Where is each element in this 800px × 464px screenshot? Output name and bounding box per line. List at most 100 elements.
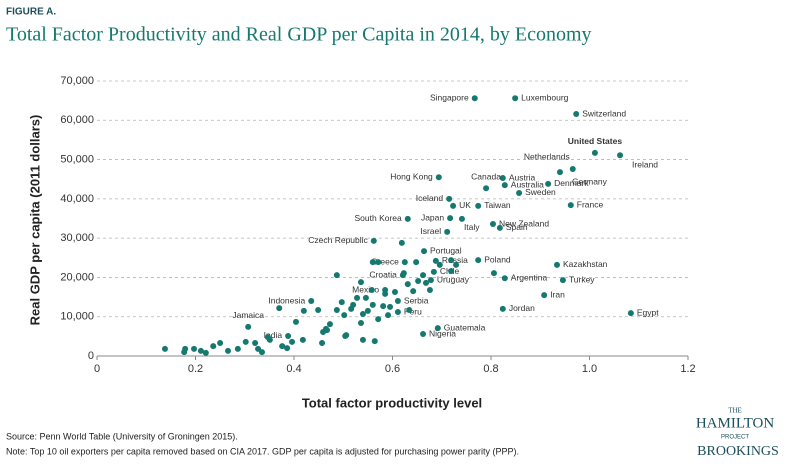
point xyxy=(516,190,522,196)
point-label: Kazakhstan xyxy=(563,259,608,269)
point-label: South Korea xyxy=(355,213,403,223)
point xyxy=(447,215,453,221)
point xyxy=(410,288,416,294)
figure-label: FIGURE A. xyxy=(6,7,56,18)
y-tick-label: 70,000 xyxy=(60,75,94,87)
point xyxy=(371,238,377,244)
point xyxy=(255,346,261,352)
point-label: Canada xyxy=(471,172,501,182)
point xyxy=(560,277,566,283)
x-tick-label: 0.8 xyxy=(483,363,498,375)
point-label: Poland xyxy=(484,254,511,264)
point xyxy=(210,343,216,349)
point xyxy=(300,337,306,343)
point xyxy=(370,259,376,265)
point xyxy=(491,270,497,276)
point xyxy=(162,346,168,352)
point xyxy=(421,248,427,254)
point xyxy=(413,259,419,265)
point-label: Jamaica xyxy=(232,310,264,320)
point xyxy=(415,278,421,284)
point xyxy=(339,299,345,305)
point-label: Uruguay xyxy=(437,274,470,284)
point xyxy=(319,340,325,346)
y-tick-label: 10,000 xyxy=(60,311,94,323)
point xyxy=(541,292,547,298)
point xyxy=(284,345,290,351)
point xyxy=(363,295,369,301)
point xyxy=(450,203,456,209)
point xyxy=(406,307,412,313)
point-label: Luxembourg xyxy=(521,93,569,103)
point xyxy=(308,298,314,304)
y-tick-label: 0 xyxy=(88,350,94,362)
brand-hamilton: HAMILTON xyxy=(696,415,775,431)
point-label: Argentina xyxy=(511,272,548,282)
y-tick-label: 30,000 xyxy=(60,232,94,244)
x-tick-label: 0.6 xyxy=(385,363,400,375)
y-tick-label: 60,000 xyxy=(60,114,94,126)
point xyxy=(436,174,442,180)
point xyxy=(245,324,251,330)
point xyxy=(382,291,388,297)
point-label: United States xyxy=(568,136,623,146)
point-label: Czech Republic xyxy=(308,235,368,245)
point xyxy=(181,349,187,355)
point xyxy=(399,240,405,246)
point-label: Indonesia xyxy=(268,295,305,305)
point xyxy=(554,262,560,268)
point xyxy=(448,257,454,263)
point xyxy=(570,166,576,172)
point xyxy=(365,308,371,314)
point xyxy=(497,225,503,231)
point xyxy=(459,216,465,222)
point xyxy=(360,311,366,317)
point xyxy=(446,196,452,202)
point xyxy=(243,339,249,345)
brand-the: THE xyxy=(728,407,742,415)
point xyxy=(453,262,459,268)
point xyxy=(617,152,623,158)
point xyxy=(427,287,433,293)
x-axis-label: Total factor productivity level xyxy=(302,395,482,410)
point xyxy=(354,295,360,301)
point xyxy=(557,169,563,175)
point-label: Denmark xyxy=(554,178,589,188)
point xyxy=(315,307,321,313)
point xyxy=(573,111,579,117)
point-label: Serbia xyxy=(404,295,429,305)
point-label: Ireland xyxy=(632,160,658,170)
point xyxy=(500,306,506,312)
point xyxy=(387,304,393,310)
point xyxy=(369,287,375,293)
point xyxy=(375,316,381,322)
point-label: Italy xyxy=(464,222,480,232)
point xyxy=(420,272,426,278)
point-label: Singapore xyxy=(430,93,469,103)
point-label: Taiwan xyxy=(484,200,511,210)
point xyxy=(472,95,478,101)
x-tick-label: 0 xyxy=(94,363,100,375)
point xyxy=(592,150,598,156)
point xyxy=(301,308,307,314)
point-label: Japan xyxy=(421,212,444,222)
point xyxy=(370,302,376,308)
point xyxy=(420,331,426,337)
point xyxy=(358,320,364,326)
point xyxy=(437,262,443,268)
point xyxy=(405,216,411,222)
point xyxy=(334,307,340,313)
point xyxy=(444,229,450,235)
point xyxy=(327,321,333,327)
point xyxy=(267,337,273,343)
point xyxy=(285,333,291,339)
point xyxy=(402,259,408,265)
point xyxy=(375,259,381,265)
point-label: Switzerland xyxy=(582,108,626,118)
point-label: Nigeria xyxy=(429,328,456,338)
chart-title: Total Factor Productivity and Real GDP p… xyxy=(6,24,592,46)
point-label: UK xyxy=(459,200,471,210)
point xyxy=(324,327,330,333)
point xyxy=(191,346,197,352)
